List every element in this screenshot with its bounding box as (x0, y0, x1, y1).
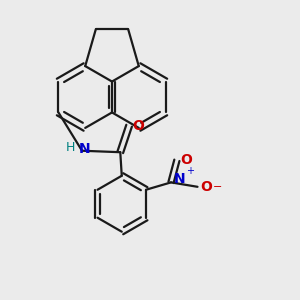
Text: O: O (133, 119, 145, 133)
Text: H: H (66, 141, 76, 154)
Text: N: N (173, 172, 185, 186)
Text: O: O (200, 180, 212, 194)
Text: +: + (186, 166, 194, 176)
Text: O: O (180, 153, 192, 167)
Text: −: − (213, 182, 222, 192)
Text: N: N (79, 142, 90, 156)
